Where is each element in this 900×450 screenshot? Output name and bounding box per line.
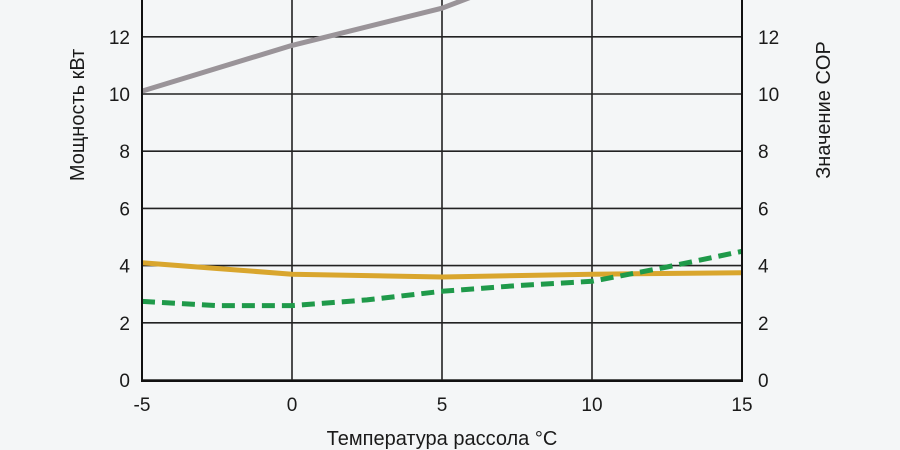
y-tick-label-left-0: 0 [119, 371, 130, 392]
x-axis-title: Температура рассола °C [327, 428, 558, 450]
series-line-2 [141, 248, 743, 309]
x-tick-labels: -5 0 5 10 15 [134, 395, 753, 416]
y-tick-label-left-2: 4 [119, 257, 130, 278]
series-line-0 [141, 0, 471, 94]
y-tick-label-left-5: 10 [109, 85, 130, 106]
y-tick-label-left-3: 6 [119, 199, 130, 220]
series-layer [141, 0, 743, 309]
x-tick-label-4: 15 [731, 395, 752, 416]
grid [141, 0, 743, 381]
y-tick-label-left-6: 12 [109, 28, 130, 49]
series-line-1 [141, 260, 743, 280]
x-tick-label-1: 0 [287, 395, 298, 416]
y-tick-labels-right: 0 2 4 6 8 10 12 [758, 28, 779, 392]
y-tick-label-right-3: 6 [758, 199, 769, 220]
y-axis-title-left: Мощность кВт [67, 49, 89, 181]
y-tick-label-right-1: 2 [758, 314, 769, 335]
x-tick-label-0: -5 [134, 395, 151, 416]
plot-frame [141, 0, 743, 382]
y-tick-labels-left: 0 2 4 6 8 10 12 [109, 28, 131, 392]
y-tick-label-right-4: 8 [758, 142, 769, 163]
y-tick-label-right-5: 10 [758, 85, 779, 106]
y-tick-label-left-1: 2 [119, 314, 130, 335]
x-tick-label-3: 10 [581, 395, 602, 416]
x-tick-label-2: 5 [437, 395, 448, 416]
y-tick-label-right-0: 0 [758, 371, 769, 392]
y-tick-label-left-4: 8 [119, 142, 130, 163]
y-axis-title-right: Значение COP [813, 41, 835, 179]
y-tick-label-right-6: 12 [758, 28, 779, 49]
y-tick-label-right-2: 4 [758, 257, 769, 278]
